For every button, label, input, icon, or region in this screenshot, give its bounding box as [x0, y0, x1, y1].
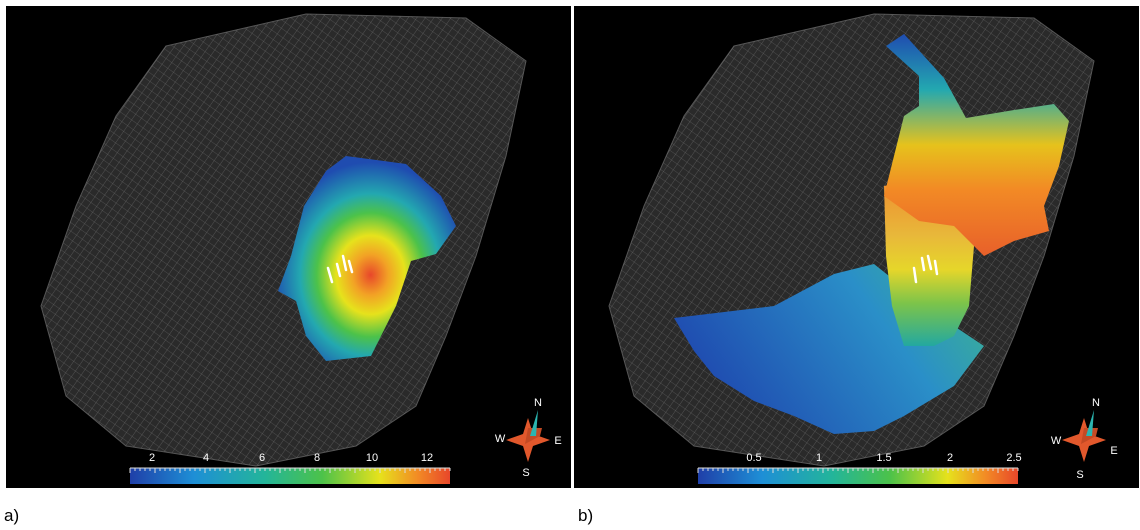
pressure-region-b-upper [884, 34, 1069, 256]
panel-a: 2 4 6 8 10 12 N E S W [6, 6, 571, 488]
cb-tick-a-4: 4 [203, 452, 209, 464]
caption-a: a) [4, 506, 20, 525]
cb-tick-a-12: 12 [421, 452, 433, 464]
colorbar-b: 0.5 1 1.5 2 2.5 [697, 452, 1022, 484]
cb-tick-a-2: 2 [149, 452, 155, 464]
compass-rose-icon: N E S W [495, 397, 562, 479]
cb-tick-b-2.5: 2.5 [1006, 452, 1021, 464]
cb-tick-b-1.5: 1.5 [876, 452, 891, 464]
compass-rose-icon: N E S W [1051, 397, 1118, 481]
compass-w-label: W [1051, 435, 1062, 447]
cb-tick-b-0.5: 0.5 [746, 452, 761, 464]
cb-tick-a-8: 8 [314, 452, 320, 464]
panel-b: 0.5 1 1.5 2 2.5 N E S W [574, 6, 1139, 488]
cb-tick-a-10: 10 [366, 452, 378, 464]
map-a-svg: 2 4 6 8 10 12 N E S W [40, 13, 562, 484]
compass-e-label: E [554, 435, 561, 447]
compass-n-label: N [534, 397, 542, 409]
colorbar-a: 2 4 6 8 10 12 [129, 452, 451, 484]
cb-tick-b-2: 2 [947, 452, 953, 464]
cb-tick-a-6: 6 [259, 452, 265, 464]
cb-tick-b-1: 1 [816, 452, 822, 464]
map-b-svg: 0.5 1 1.5 2 2.5 N E S W [608, 13, 1118, 484]
wells-b [912, 254, 939, 284]
compass-s-label: S [522, 467, 529, 479]
pressure-region-a [278, 156, 456, 361]
compass-s-label: S [1076, 469, 1083, 481]
compass-e-label: E [1110, 445, 1117, 457]
compass-w-label: W [495, 433, 506, 445]
compass-n-label: N [1092, 397, 1100, 409]
caption-b: b) [578, 506, 594, 525]
wells-a [326, 254, 354, 284]
